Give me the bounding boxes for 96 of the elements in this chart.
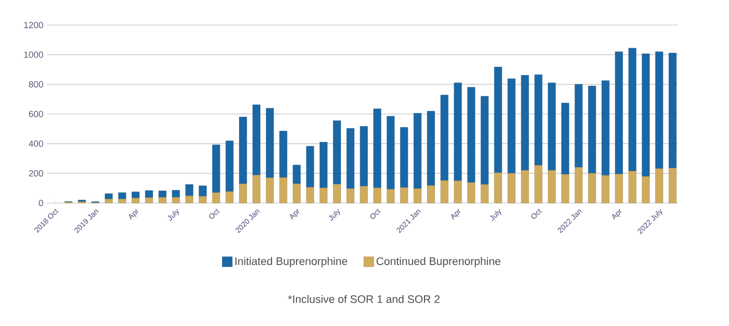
bar bbox=[333, 184, 341, 204]
bar bbox=[494, 66, 502, 173]
bar bbox=[185, 196, 194, 204]
y-tick-label: 1000 bbox=[24, 51, 44, 58]
bar bbox=[642, 54, 650, 177]
bar bbox=[467, 182, 476, 204]
bar bbox=[508, 78, 516, 174]
bar bbox=[480, 96, 489, 185]
y-tick-label: 200 bbox=[28, 170, 44, 177]
bar bbox=[226, 191, 234, 204]
bar bbox=[400, 187, 408, 204]
bar bbox=[548, 82, 556, 171]
bar bbox=[198, 196, 207, 204]
bar bbox=[239, 116, 247, 184]
bar bbox=[494, 172, 502, 204]
bar bbox=[414, 113, 422, 189]
bar bbox=[172, 190, 180, 198]
y-tick-label: 1200 bbox=[24, 22, 44, 28]
bar bbox=[534, 74, 542, 166]
bar bbox=[252, 104, 260, 176]
bar bbox=[266, 178, 274, 204]
bar bbox=[548, 170, 556, 204]
bar bbox=[414, 188, 422, 204]
bar bbox=[306, 146, 314, 188]
bar bbox=[118, 198, 126, 204]
bar bbox=[158, 190, 166, 198]
text: *Inclusive of SOR 1 and SOR 2 bbox=[288, 294, 440, 304]
bar bbox=[279, 130, 288, 178]
bar bbox=[346, 128, 354, 189]
bar bbox=[226, 140, 234, 192]
bar bbox=[440, 180, 448, 204]
bar bbox=[561, 174, 570, 204]
bar bbox=[508, 173, 516, 204]
bar bbox=[427, 111, 435, 186]
bar bbox=[172, 197, 180, 204]
bar bbox=[360, 126, 368, 186]
bar bbox=[104, 194, 113, 200]
bar bbox=[534, 165, 542, 204]
bar bbox=[427, 185, 435, 204]
y-tick-label: 600 bbox=[28, 110, 44, 118]
bar bbox=[145, 190, 153, 198]
bar bbox=[185, 184, 194, 196]
bar bbox=[320, 142, 328, 188]
bar bbox=[628, 48, 636, 172]
y-tick-label: 0 bbox=[38, 200, 44, 206]
bar bbox=[561, 102, 570, 175]
y-tick-label: 400 bbox=[28, 140, 44, 147]
bar bbox=[628, 170, 636, 204]
bar bbox=[588, 173, 596, 204]
bar bbox=[480, 184, 489, 204]
bar bbox=[320, 188, 328, 204]
bar bbox=[266, 108, 274, 178]
bar bbox=[615, 174, 623, 204]
bar bbox=[615, 52, 623, 174]
bar bbox=[655, 168, 664, 204]
bar bbox=[279, 177, 288, 204]
bar bbox=[373, 108, 382, 188]
bar bbox=[400, 127, 408, 188]
bar bbox=[454, 180, 462, 204]
bar bbox=[655, 52, 664, 169]
bar bbox=[642, 176, 650, 204]
bar bbox=[360, 186, 368, 204]
bar bbox=[239, 184, 247, 204]
bar bbox=[668, 168, 677, 204]
bar bbox=[333, 120, 341, 184]
bar bbox=[373, 188, 382, 204]
bar bbox=[588, 86, 596, 174]
bar bbox=[104, 198, 113, 204]
bar bbox=[467, 87, 476, 183]
bar bbox=[454, 82, 462, 181]
bar bbox=[386, 116, 395, 190]
bar bbox=[521, 170, 529, 204]
bar bbox=[440, 94, 448, 181]
bar bbox=[602, 80, 610, 176]
bar bbox=[574, 167, 583, 204]
bar bbox=[292, 184, 301, 204]
bar bbox=[252, 174, 260, 204]
bar bbox=[292, 164, 301, 184]
bar bbox=[198, 186, 207, 196]
bar bbox=[212, 192, 220, 204]
bar bbox=[521, 75, 529, 171]
bar bbox=[574, 84, 583, 168]
bar bbox=[212, 144, 220, 193]
y-tick-label: 800 bbox=[28, 81, 44, 88]
bar bbox=[158, 197, 166, 204]
bar bbox=[346, 188, 354, 204]
legend-label: Initiated Buprenorphine bbox=[235, 257, 348, 268]
bar bbox=[145, 198, 153, 204]
bar bbox=[668, 52, 677, 168]
bar bbox=[118, 192, 126, 200]
bar bbox=[132, 192, 140, 198]
bar bbox=[602, 175, 610, 204]
bar bbox=[386, 189, 395, 204]
legend-label: Continued Buprenorphine bbox=[376, 257, 500, 268]
bar bbox=[306, 187, 314, 204]
bar bbox=[132, 198, 140, 204]
